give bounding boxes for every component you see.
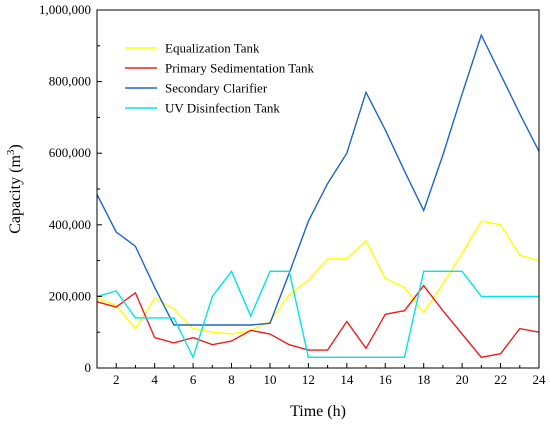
y-tick-label: 0 <box>85 360 92 375</box>
y-tick-label: 200,000 <box>49 288 91 303</box>
x-axis-ticks: 2 4 6 8 10 12 14 16 18 20 22 24 <box>96 363 547 387</box>
y-axis-title-close: ) <box>7 144 24 149</box>
y-axis-title-main: Capacity (m <box>7 155 24 234</box>
series-line-3 <box>96 33 540 326</box>
x-tick-label: 4 <box>151 372 158 387</box>
series-layer <box>96 33 540 360</box>
x-tick-label: 18 <box>417 372 430 387</box>
x-tick-label: 22 <box>494 372 507 387</box>
series-line-4 <box>96 269 539 360</box>
x-tick-label: 12 <box>302 372 315 387</box>
y-tick-label: 800,000 <box>49 74 91 89</box>
y-tick-label: 400,000 <box>49 217 91 232</box>
y-axis-title: Capacity (m3) <box>5 144 24 233</box>
x-tick-label: 16 <box>379 372 393 387</box>
y-axis-ticks: 0 200,000 400,000 600,000 800,000 1,000,000 <box>39 2 102 375</box>
legend-label-1: Equalization Tank <box>165 41 260 56</box>
series-line-2 <box>96 284 540 359</box>
x-tick-label: 8 <box>228 372 235 387</box>
x-tick-label: 2 <box>113 372 120 387</box>
legend: Equalization Tank Primary Sedimentation T… <box>125 41 315 116</box>
legend-label-4: UV Disinfection Tank <box>165 101 280 116</box>
x-tick-label: 24 <box>533 372 547 387</box>
legend-label-2: Primary Sedimentation Tank <box>165 61 315 76</box>
x-tick-label: 6 <box>190 372 197 387</box>
series-line-1 <box>96 220 540 335</box>
x-tick-label: 10 <box>263 372 276 387</box>
y-axis-title-superscript: 3 <box>5 149 17 155</box>
x-tick-label: 14 <box>340 372 354 387</box>
y-tick-label: 1,000,000 <box>39 2 91 17</box>
y-tick-label: 600,000 <box>49 145 91 160</box>
x-axis-title: Time (h) <box>290 403 346 420</box>
legend-label-3: Secondary Clarifier <box>165 81 268 96</box>
x-tick-label: 20 <box>456 372 469 387</box>
